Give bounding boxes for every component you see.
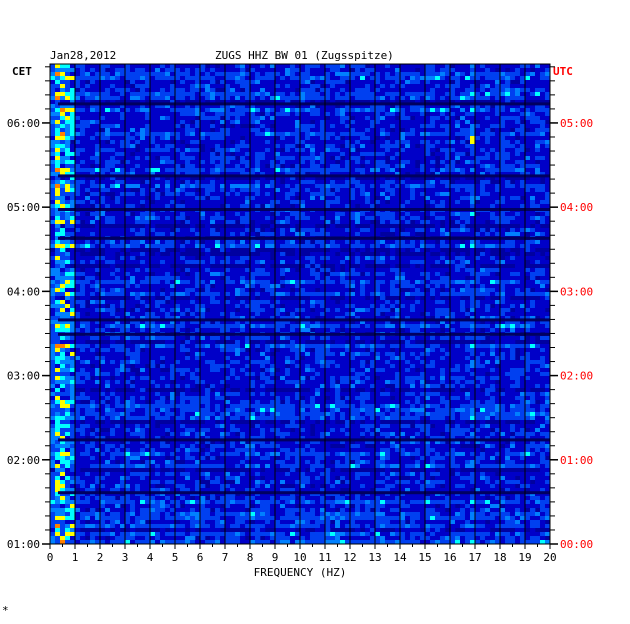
x-tick-label: 19 <box>518 551 531 564</box>
y-tick-label-utc: 02:00 <box>560 370 593 383</box>
spectrogram-gap-band <box>58 332 550 336</box>
y-tick-label-utc: 04:00 <box>560 201 593 214</box>
y-tick-label-utc: 03:00 <box>560 285 593 298</box>
chart-date: Jan28,2012 <box>50 49 116 62</box>
spectrogram-gap-band <box>58 491 550 495</box>
x-tick-label: 16 <box>443 551 456 564</box>
x-tick-label: 11 <box>318 551 331 564</box>
x-tick-label: 18 <box>493 551 506 564</box>
x-tick-label: 13 <box>368 551 381 564</box>
x-tick-label: 14 <box>393 551 407 564</box>
spectrogram-gap-band <box>58 318 550 322</box>
x-tick-label: 7 <box>222 551 229 564</box>
x-tick-label: 9 <box>272 551 279 564</box>
y-tick-label-utc: 05:00 <box>560 117 593 130</box>
spectrogram-gap-band <box>58 174 550 178</box>
x-tick-label: 8 <box>247 551 254 564</box>
x-tick-label: 17 <box>468 551 481 564</box>
x-tick-label: 5 <box>172 551 179 564</box>
x-tick-label: 3 <box>122 551 129 564</box>
right-axis-label-utc: UTC <box>553 65 573 78</box>
y-tick-label-cet: 04:00 <box>7 285 40 298</box>
spectrogram-cells <box>50 64 551 544</box>
x-tick-label: 0 <box>47 551 54 564</box>
spectrogram-gap-band <box>58 102 550 106</box>
x-tick-label: 2 <box>97 551 104 564</box>
x-tick-label: 12 <box>343 551 356 564</box>
y-tick-label-cet: 02:00 <box>7 454 40 467</box>
x-tick-label: 6 <box>197 551 204 564</box>
x-axis-label: FREQUENCY (HZ) <box>254 566 347 579</box>
x-tick-label: 1 <box>72 551 79 564</box>
x-tick-label: 4 <box>147 551 154 564</box>
plot-frame <box>49 63 551 545</box>
left-axis-label-cet: CET <box>12 65 32 78</box>
chart-title: ZUGS HHZ BW 01 (Zugsspitze) <box>215 49 394 62</box>
y-tick-label-cet: 06:00 <box>7 117 40 130</box>
y-tick-label-cet: 01:00 <box>7 538 40 551</box>
x-tick-label: 10 <box>293 551 306 564</box>
spectrogram-gap-band <box>58 236 550 240</box>
x-tick-label: 15 <box>418 551 431 564</box>
x-tick-label: 20 <box>543 551 556 564</box>
spectrogram-gap-band <box>58 438 550 442</box>
y-tick-label-cet: 03:00 <box>7 370 40 383</box>
y-tick-label-utc: 00:00 <box>560 538 593 551</box>
spectrogram-gap-band <box>58 208 550 211</box>
footer-mark: * <box>2 604 9 617</box>
y-tick-label-cet: 05:00 <box>7 201 40 214</box>
y-tick-label-utc: 01:00 <box>560 454 593 467</box>
